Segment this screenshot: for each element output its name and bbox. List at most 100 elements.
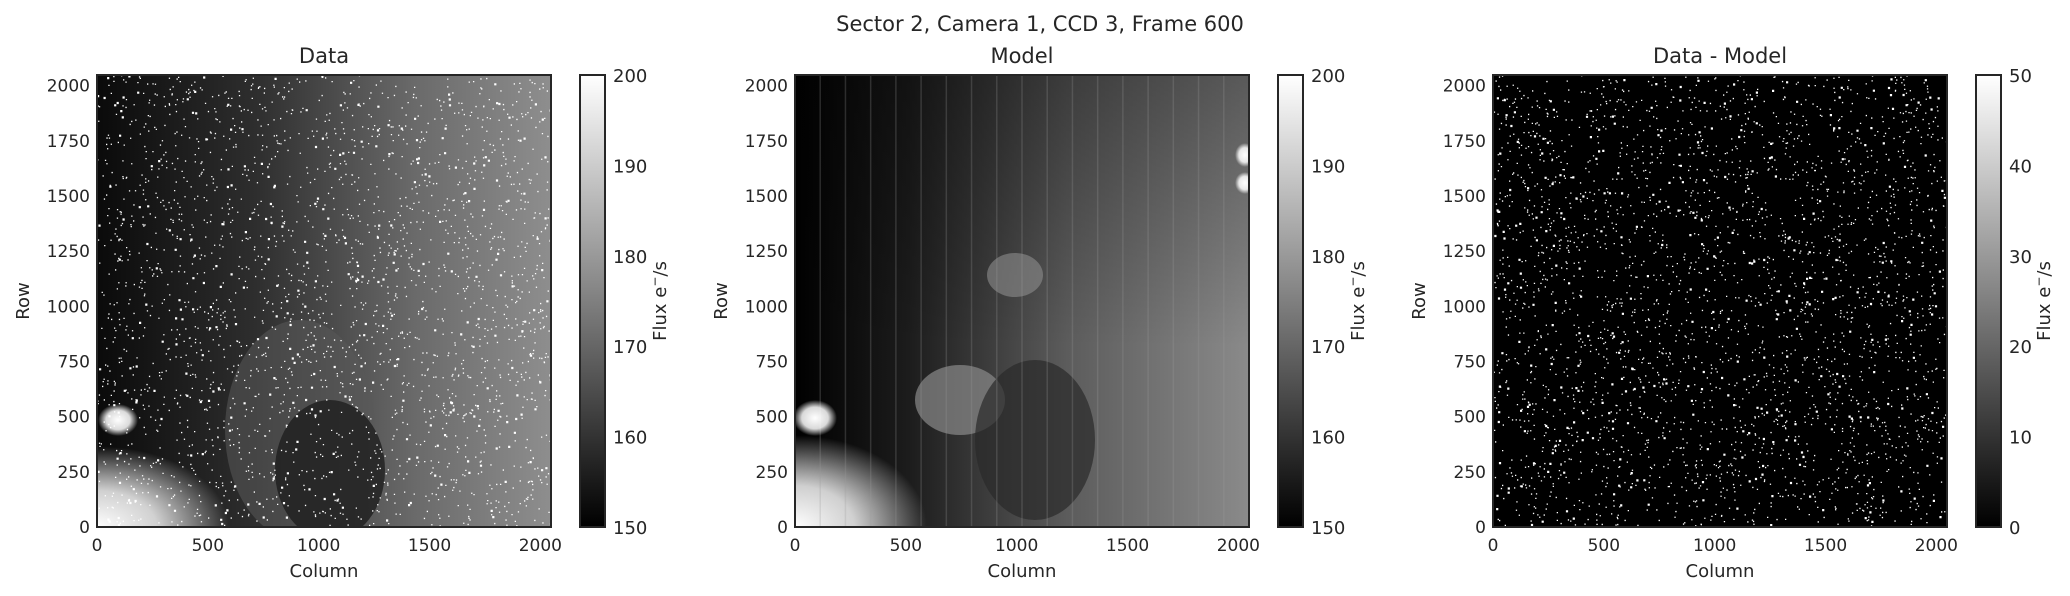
y-tick-label: 1000	[745, 297, 788, 317]
y-tick-label: 750	[1454, 352, 1486, 372]
x-tick-label: 2000	[1217, 536, 1260, 556]
y-tick-label: 250	[58, 463, 90, 483]
x-tick-label: 2000	[1915, 536, 1958, 556]
colorbar-tick-label: 190	[613, 156, 647, 177]
y-tick-label: 500	[1454, 408, 1486, 428]
colorbar-tick-label: 160	[613, 428, 647, 449]
y-tick-label: 250	[756, 463, 788, 483]
colorbar-tick-label: 20	[2009, 337, 2032, 358]
panel-title: Data - Model	[1653, 44, 1787, 68]
y-axis-label: Row	[1409, 282, 1430, 319]
colorbar-tick-labels: 150 160 170 180 190 200	[613, 66, 647, 539]
colorbar: 150 160 170 180 190 200 Flux e−/s	[579, 66, 671, 539]
colorbar-label: Flux e−/s	[2032, 261, 2055, 341]
y-tick-labels: 0 250 500 750 1000 1250 1500 1750 2000	[1443, 77, 1486, 538]
y-tick-label: 250	[1454, 463, 1486, 483]
colorbar-tick-label: 30	[2009, 247, 2032, 268]
colorbar-tick-label: 200	[613, 66, 647, 87]
x-tick-label: 0	[92, 536, 103, 556]
y-tick-label: 2000	[47, 77, 90, 97]
x-tick-labels: 0 500 1000 1500 2000	[790, 536, 1260, 556]
colorbar-gradient	[1277, 74, 1304, 528]
y-tick-label: 1000	[1443, 297, 1486, 317]
colorbar-label: Flux e−/s	[1346, 261, 1369, 341]
colorbar-gradient	[579, 74, 606, 528]
y-tick-label: 0	[79, 518, 90, 538]
colorbar-tick-label: 160	[1311, 428, 1345, 449]
y-axis-label: Row	[13, 282, 34, 319]
heatmap-image	[1493, 75, 1947, 527]
x-tick-label: 500	[1588, 536, 1620, 556]
y-tick-label: 1500	[745, 187, 788, 207]
x-tick-label: 1000	[297, 536, 340, 556]
colorbar-tick-label: 170	[1311, 337, 1345, 358]
colorbar: 0 10 20 30 40 50 Flux e−/s	[1975, 66, 2055, 539]
axes-frame	[96, 74, 552, 528]
colorbar-tick-label: 190	[1311, 156, 1345, 177]
colorbar-tick-label: 150	[613, 518, 647, 539]
x-tick-label: 1500	[408, 536, 451, 556]
colorbar-label: Flux e−/s	[648, 261, 671, 341]
y-tick-labels: 0 250 500 750 1000 1250 1500 1750 2000	[47, 77, 90, 538]
colorbar-tick-label: 10	[2009, 428, 2032, 449]
y-tick-label: 1250	[1443, 242, 1486, 262]
x-tick-labels: 0 500 1000 1500 2000	[1488, 536, 1958, 556]
y-tick-label: 2000	[1443, 77, 1486, 97]
x-tick-label: 1500	[1106, 536, 1149, 556]
colorbar: 150 160 170 180 190 200 Flux e−/s	[1277, 66, 1369, 539]
colorbar-tick-labels: 150 160 170 180 190 200	[1311, 66, 1345, 539]
heatmap-image	[795, 75, 1249, 527]
y-axis-label: Row	[711, 282, 732, 319]
y-tick-label: 1750	[745, 132, 788, 152]
colorbar-tick-label: 170	[613, 337, 647, 358]
y-tick-label: 500	[756, 408, 788, 428]
colorbar-tick-labels: 0 10 20 30 40 50	[2009, 66, 2032, 539]
x-tick-label: 1500	[1804, 536, 1847, 556]
axes-frame	[794, 74, 1250, 528]
y-tick-label: 0	[777, 518, 788, 538]
panel-title: Model	[990, 44, 1053, 68]
colorbar-tick-label: 180	[1311, 247, 1345, 268]
y-tick-label: 750	[756, 352, 788, 372]
x-tick-label: 0	[790, 536, 801, 556]
panel-title: Data	[299, 44, 349, 68]
star-speckle	[97, 75, 551, 527]
y-tick-label: 1500	[1443, 187, 1486, 207]
x-axis-label: Column	[1686, 561, 1755, 582]
heatmap-image	[97, 75, 551, 527]
x-tick-label: 0	[1488, 536, 1499, 556]
colorbar-gradient	[1975, 74, 2002, 528]
figure-suptitle: Sector 2, Camera 1, CCD 3, Frame 600	[836, 12, 1244, 36]
axes-frame	[1492, 74, 1948, 528]
x-tick-label: 500	[192, 536, 224, 556]
colorbar-tick-label: 200	[1311, 66, 1345, 87]
colorbar-tick-label: 180	[613, 247, 647, 268]
y-tick-label: 1750	[47, 132, 90, 152]
panel-residual: Data - Model 0 500 1000 1500 2000 0250500750…	[1409, 44, 2055, 582]
x-tick-label: 1000	[995, 536, 1038, 556]
panel-data: Data 0 500 1000 1500 2000 0 250 500 750 1000 1250…	[13, 44, 671, 582]
x-tick-label: 1000	[1693, 536, 1736, 556]
x-axis-label: Column	[290, 561, 359, 582]
colorbar-tick-label: 150	[1311, 518, 1345, 539]
x-tick-label: 500	[890, 536, 922, 556]
colorbar-tick-label: 50	[2009, 66, 2032, 87]
y-tick-label: 1250	[745, 242, 788, 262]
x-tick-label: 2000	[519, 536, 562, 556]
y-tick-label: 2000	[745, 77, 788, 97]
y-tick-label: 1750	[1443, 132, 1486, 152]
y-tick-label: 1500	[47, 187, 90, 207]
x-axis-label: Column	[988, 561, 1057, 582]
y-tick-label: 1000	[47, 297, 90, 317]
y-tick-label: 1250	[47, 242, 90, 262]
star-speckle	[1493, 75, 1947, 527]
x-tick-labels: 0 500 1000 1500 2000	[92, 536, 562, 556]
y-tick-label: 750	[58, 352, 90, 372]
y-tick-labels: 0 250 500 750 1000 1250 1500 1750 2000	[745, 77, 788, 538]
y-tick-label: 0	[1475, 518, 1486, 538]
colorbar-tick-label: 40	[2009, 156, 2032, 177]
y-tick-label: 500	[58, 408, 90, 428]
panel-model: Model 0 500 1000 1500 2000 0 250 500 750 1000 125…	[711, 44, 1369, 582]
colorbar-tick-label: 0	[2009, 518, 2020, 539]
